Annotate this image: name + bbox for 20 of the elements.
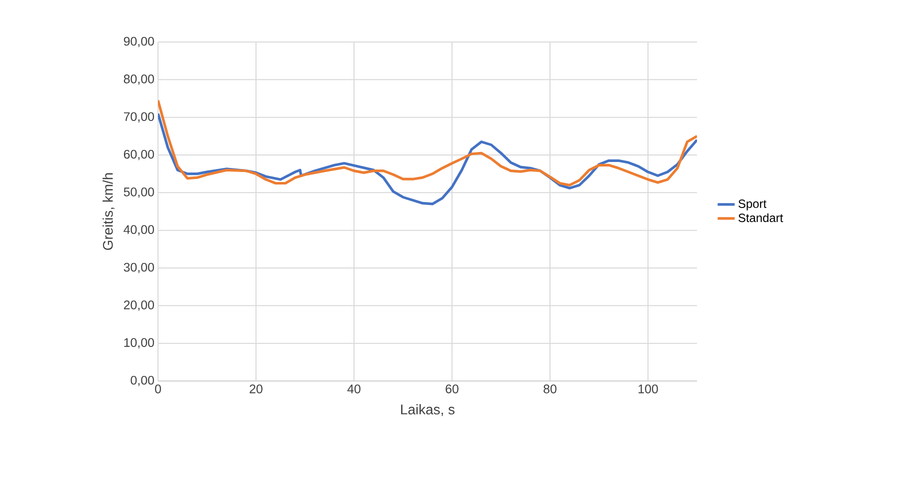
x-tick-label: 100 xyxy=(638,384,658,394)
y-tick-label: 30,00 xyxy=(124,262,154,274)
y-tick-label: 0,00 xyxy=(130,376,154,386)
y-tick-label: 60,00 xyxy=(124,150,154,160)
x-tick-label: 40 xyxy=(347,384,360,394)
x-axis-title: Laikas, s xyxy=(401,404,455,416)
y-tick-label: 10,00 xyxy=(124,338,154,348)
legend-label: Sport xyxy=(738,200,766,210)
y-tick-label: 50,00 xyxy=(124,188,154,198)
y-tick-label: 20,00 xyxy=(124,300,154,311)
x-tick-label: 60 xyxy=(446,384,458,394)
x-tick-label: 20 xyxy=(250,384,262,394)
y-tick-label: 80,00 xyxy=(124,74,154,85)
legend-label: Standart xyxy=(738,213,784,222)
y-tick-label: 40,00 xyxy=(124,225,154,236)
x-tick-label: 0 xyxy=(155,384,161,394)
x-tick-label: 80 xyxy=(544,384,556,394)
y-axis-title: Greitis, km/h xyxy=(102,173,114,250)
y-tick-label: 70,00 xyxy=(124,112,154,122)
y-tick-label: 90,00 xyxy=(124,36,154,48)
